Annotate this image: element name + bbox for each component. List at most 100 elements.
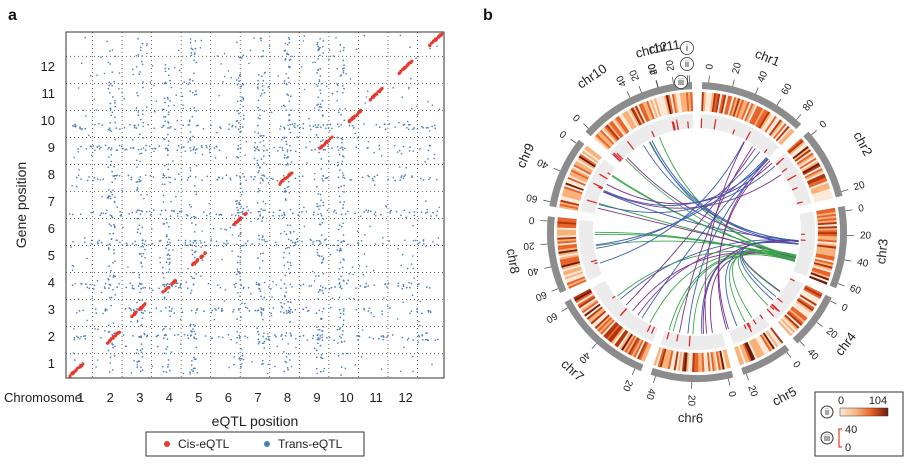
trans-eqtl-point [340, 275, 342, 278]
trans-eqtl-point [388, 240, 390, 242]
trans-eqtl-point [161, 266, 164, 269]
trans-eqtl-point [189, 292, 192, 294]
trans-eqtl-point [134, 240, 136, 243]
bar-mark [759, 314, 764, 320]
trans-eqtl-point [317, 58, 320, 60]
position-label: 0 [571, 111, 583, 123]
position-tick [796, 114, 802, 120]
trans-eqtl-point [322, 124, 325, 126]
trans-eqtl-point [363, 253, 366, 255]
trans-eqtl-point [290, 161, 293, 163]
trans-eqtl-point [116, 149, 119, 151]
trans-eqtl-point [341, 141, 343, 144]
trans-eqtl-point [286, 367, 289, 369]
heatmap-cell [627, 337, 639, 355]
trans-eqtl-point [218, 94, 220, 97]
trans-eqtl-point [169, 261, 171, 264]
trans-eqtl-point [214, 157, 217, 159]
bar-mark [763, 149, 768, 154]
trans-eqtl-point [169, 176, 172, 179]
trans-eqtl-point [111, 84, 113, 87]
heatmap-cell [635, 340, 646, 359]
trans-eqtl-point [287, 124, 289, 127]
trans-eqtl-point [245, 140, 248, 143]
position-tick [708, 75, 710, 83]
trans-eqtl-point [188, 123, 190, 126]
heatmap-cell [748, 340, 760, 359]
heatmap-cell [561, 193, 581, 201]
trans-eqtl-point [238, 203, 240, 205]
bar-mark [612, 295, 616, 299]
trans-eqtl-point [322, 292, 325, 295]
trans-eqtl-point [100, 56, 102, 58]
trans-eqtl-point [285, 83, 288, 86]
trans-eqtl-point [435, 178, 438, 181]
cis-eqtl-point [106, 341, 110, 345]
position-label: 40 [756, 69, 771, 84]
trans-eqtl-point [167, 291, 169, 294]
trans-eqtl-point [206, 214, 208, 217]
heatmap-cell [650, 99, 659, 118]
trans-eqtl-point [406, 126, 408, 129]
trans-eqtl-point [193, 184, 196, 187]
heatmap-cell [657, 348, 665, 367]
heatmap-cell [556, 231, 576, 234]
trans-eqtl-point [118, 88, 120, 90]
trans-eqtl-point [224, 228, 226, 231]
trans-eqtl-point [164, 209, 167, 211]
trans-eqtl-point [163, 115, 165, 118]
trans-eqtl-point [89, 75, 92, 77]
trans-eqtl-point [111, 111, 114, 114]
trans-eqtl-point [294, 243, 297, 246]
trans-eqtl-point [212, 227, 215, 230]
trans-eqtl-point [127, 266, 129, 268]
trans-eqtl-point [290, 334, 293, 337]
trans-eqtl-point [260, 39, 263, 42]
trans-eqtl-point [135, 352, 138, 354]
position-label: 20 [620, 378, 635, 393]
x-tick-label: 3 [136, 390, 143, 405]
trans-eqtl-point [256, 159, 259, 162]
trans-eqtl-point [312, 337, 314, 340]
trans-eqtl-point [239, 278, 242, 281]
trans-eqtl-point [238, 80, 240, 83]
trans-eqtl-point [190, 216, 193, 219]
bar-track [578, 114, 815, 350]
heatmap-cell [729, 97, 737, 116]
trans-eqtl-point [230, 338, 233, 341]
trans-eqtl-point [279, 163, 281, 165]
trans-eqtl-point [77, 298, 80, 301]
trans-eqtl-point [253, 37, 255, 39]
trans-eqtl-point [110, 296, 113, 299]
trans-eqtl-point [169, 181, 171, 184]
trans-eqtl-point [77, 151, 80, 153]
trans-eqtl-point [335, 37, 337, 39]
trans-eqtl-point [319, 288, 321, 291]
trans-eqtl-point [244, 302, 246, 305]
trans-eqtl-point [110, 153, 113, 156]
trans-eqtl-point [372, 337, 375, 340]
heatmap-cell [814, 260, 834, 268]
trans-eqtl-point [320, 255, 323, 258]
position-tick [728, 378, 731, 386]
trans-eqtl-point [257, 132, 260, 134]
trans-eqtl-point [316, 41, 319, 44]
heatmap-cell [575, 291, 593, 304]
trans-eqtl-point [215, 145, 218, 148]
trans-eqtl-point [237, 209, 240, 212]
trans-eqtl-point [189, 243, 192, 246]
trans-eqtl-point [86, 179, 89, 182]
trans-eqtl-point [187, 337, 190, 340]
heatmap-cell [715, 351, 721, 371]
scale-iii-marker [820, 431, 834, 445]
trans-eqtl-point [422, 243, 425, 245]
heatmap-cell [768, 328, 782, 345]
trans-eqtl-point [274, 365, 276, 368]
trans-eqtl-point [267, 182, 270, 184]
trans-eqtl-point [267, 338, 270, 341]
trans-eqtl-point [294, 122, 296, 125]
trans-eqtl-point [337, 149, 340, 151]
trans-eqtl-point [222, 81, 224, 83]
trans-eqtl-point [257, 87, 259, 90]
trans-eqtl-point [289, 310, 291, 313]
